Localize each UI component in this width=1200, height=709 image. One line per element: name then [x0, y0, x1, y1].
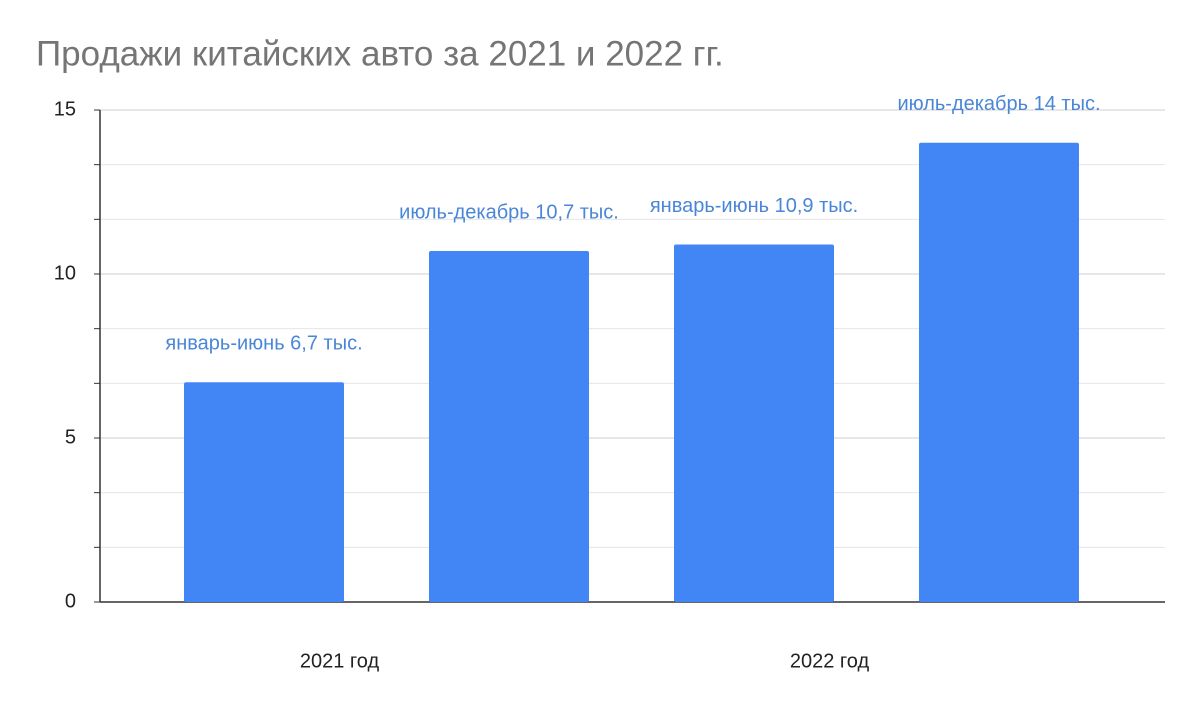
y-tick-label: 15: [54, 98, 76, 120]
data-label: июль-декабрь 10,7 тыс.: [399, 201, 619, 223]
x-tick-label: 2022 год: [790, 650, 870, 672]
y-tick-label: 0: [65, 590, 76, 612]
bar: [184, 382, 344, 602]
data-label: июль-декабрь 14 тыс.: [897, 93, 1100, 115]
bar: [429, 251, 589, 603]
x-tick-label: 2021 год: [300, 650, 380, 672]
data-label: январь-июнь 10,9 тыс.: [650, 195, 858, 217]
data-label: январь-июнь 6,7 тыс.: [165, 333, 362, 355]
y-tick-label: 5: [65, 426, 76, 448]
bar: [674, 244, 834, 603]
y-tick-label: 10: [54, 262, 76, 284]
bar: [919, 142, 1079, 603]
chart-title: Продажи китайских авто за 2021 и 2022 гг…: [36, 34, 724, 73]
